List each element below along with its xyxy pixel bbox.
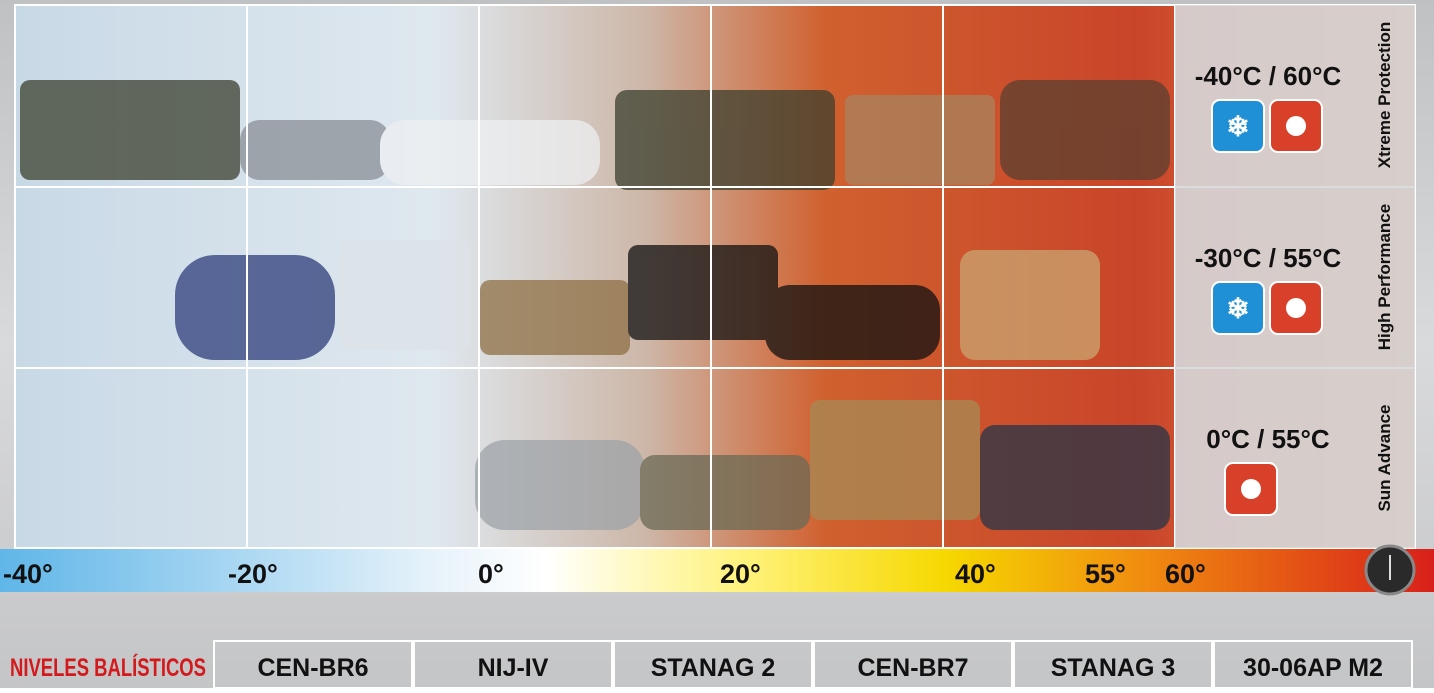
scale-label: -40° <box>3 559 53 589</box>
level-label: 30-06AP M2 <box>1243 654 1383 682</box>
temperature-range: -40°C / 60°C <box>1195 61 1342 91</box>
level-label: NIJ-IV <box>478 654 549 682</box>
scale-label: 60° <box>1165 559 1206 589</box>
scale-label: 0° <box>478 559 504 589</box>
level-label: STANAG 2 <box>651 654 776 682</box>
product-name: High Performance <box>1375 204 1394 350</box>
scale-label: 55° <box>1085 559 1126 589</box>
level-label: CEN-BR7 <box>857 654 968 682</box>
temperature-range: -30°C / 55°C <box>1195 243 1342 273</box>
snowflake: ❄ <box>1226 293 1249 324</box>
sun <box>1286 116 1306 136</box>
scale-label: -20° <box>228 559 278 589</box>
level-label: CEN-BR6 <box>257 654 368 682</box>
ballistic-title: NIVELES BALÍSTICOS <box>10 653 206 682</box>
temperature-bar <box>0 549 1434 592</box>
sun <box>1241 479 1261 499</box>
scale-label: 20° <box>720 559 761 589</box>
level-label: STANAG 3 <box>1051 654 1176 682</box>
product-name: Sun Advance <box>1375 404 1394 511</box>
scale-label: 40° <box>955 559 996 589</box>
temperature-range: 0°C / 55°C <box>1206 424 1330 454</box>
infographic: -40°C / 60°C ❄ Xtreme Protection -30°C / 55… <box>0 0 1434 688</box>
product-name: Xtreme Protection <box>1375 22 1394 168</box>
sun <box>1286 298 1306 318</box>
snowflake: ❄ <box>1226 111 1249 142</box>
